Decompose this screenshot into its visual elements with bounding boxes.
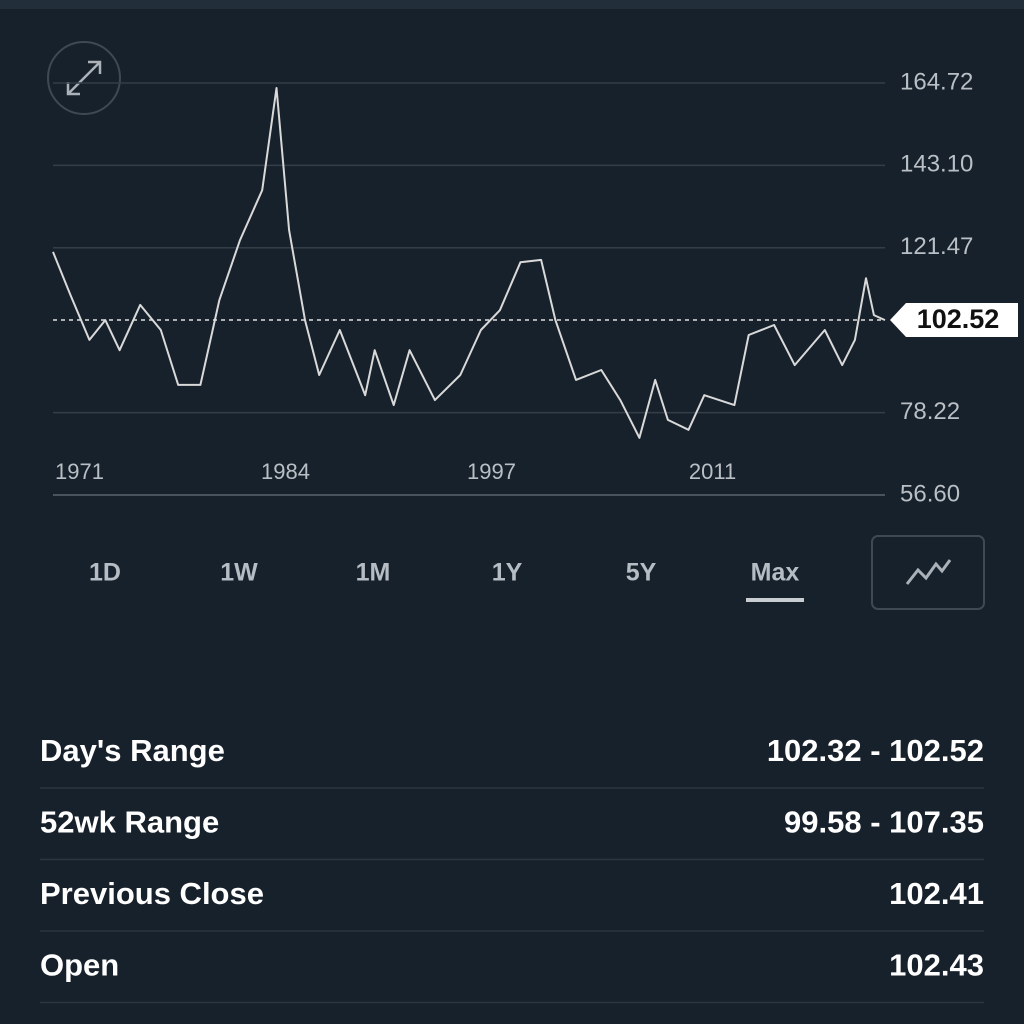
stat-label: Open bbox=[40, 948, 119, 983]
y-tick-label: 121.47 bbox=[900, 233, 973, 260]
y-tick-label: 78.22 bbox=[900, 398, 960, 425]
stat-value: 102.32 - 102.52 bbox=[767, 733, 984, 768]
stat-label: Day's Range bbox=[40, 733, 225, 768]
range-tab[interactable]: 1M bbox=[356, 559, 391, 587]
range-tab[interactable]: 1W bbox=[220, 559, 258, 587]
range-tab[interactable]: 5Y bbox=[626, 559, 657, 587]
y-tick-label: 56.60 bbox=[900, 480, 960, 507]
x-tick-label: 1971 bbox=[55, 459, 104, 484]
chart-type-button[interactable] bbox=[871, 535, 985, 610]
x-tick-label: 1997 bbox=[467, 459, 516, 484]
top-bar bbox=[0, 0, 1024, 9]
y-tick-label: 164.72 bbox=[900, 68, 973, 95]
stat-label: 52wk Range bbox=[40, 805, 219, 840]
x-tick-label: 2011 bbox=[689, 459, 736, 484]
stat-value: 102.43 bbox=[889, 948, 984, 983]
selected-underline bbox=[746, 598, 804, 602]
current-value-tag bbox=[890, 303, 1018, 338]
expand-button[interactable] bbox=[47, 41, 121, 115]
range-tab[interactable]: 1Y bbox=[492, 559, 523, 587]
stat-label: Previous Close bbox=[40, 876, 264, 911]
stat-value: 102.41 bbox=[889, 876, 984, 911]
current-value-label: 102.52 bbox=[917, 304, 1000, 334]
y-tick-label: 143.10 bbox=[900, 151, 973, 178]
price-line bbox=[52, 87, 886, 439]
x-tick-label: 1984 bbox=[261, 459, 310, 484]
stat-value: 99.58 - 107.35 bbox=[784, 805, 984, 840]
range-tab[interactable]: 1D bbox=[89, 559, 121, 587]
range-tab[interactable]: Max bbox=[751, 559, 800, 587]
